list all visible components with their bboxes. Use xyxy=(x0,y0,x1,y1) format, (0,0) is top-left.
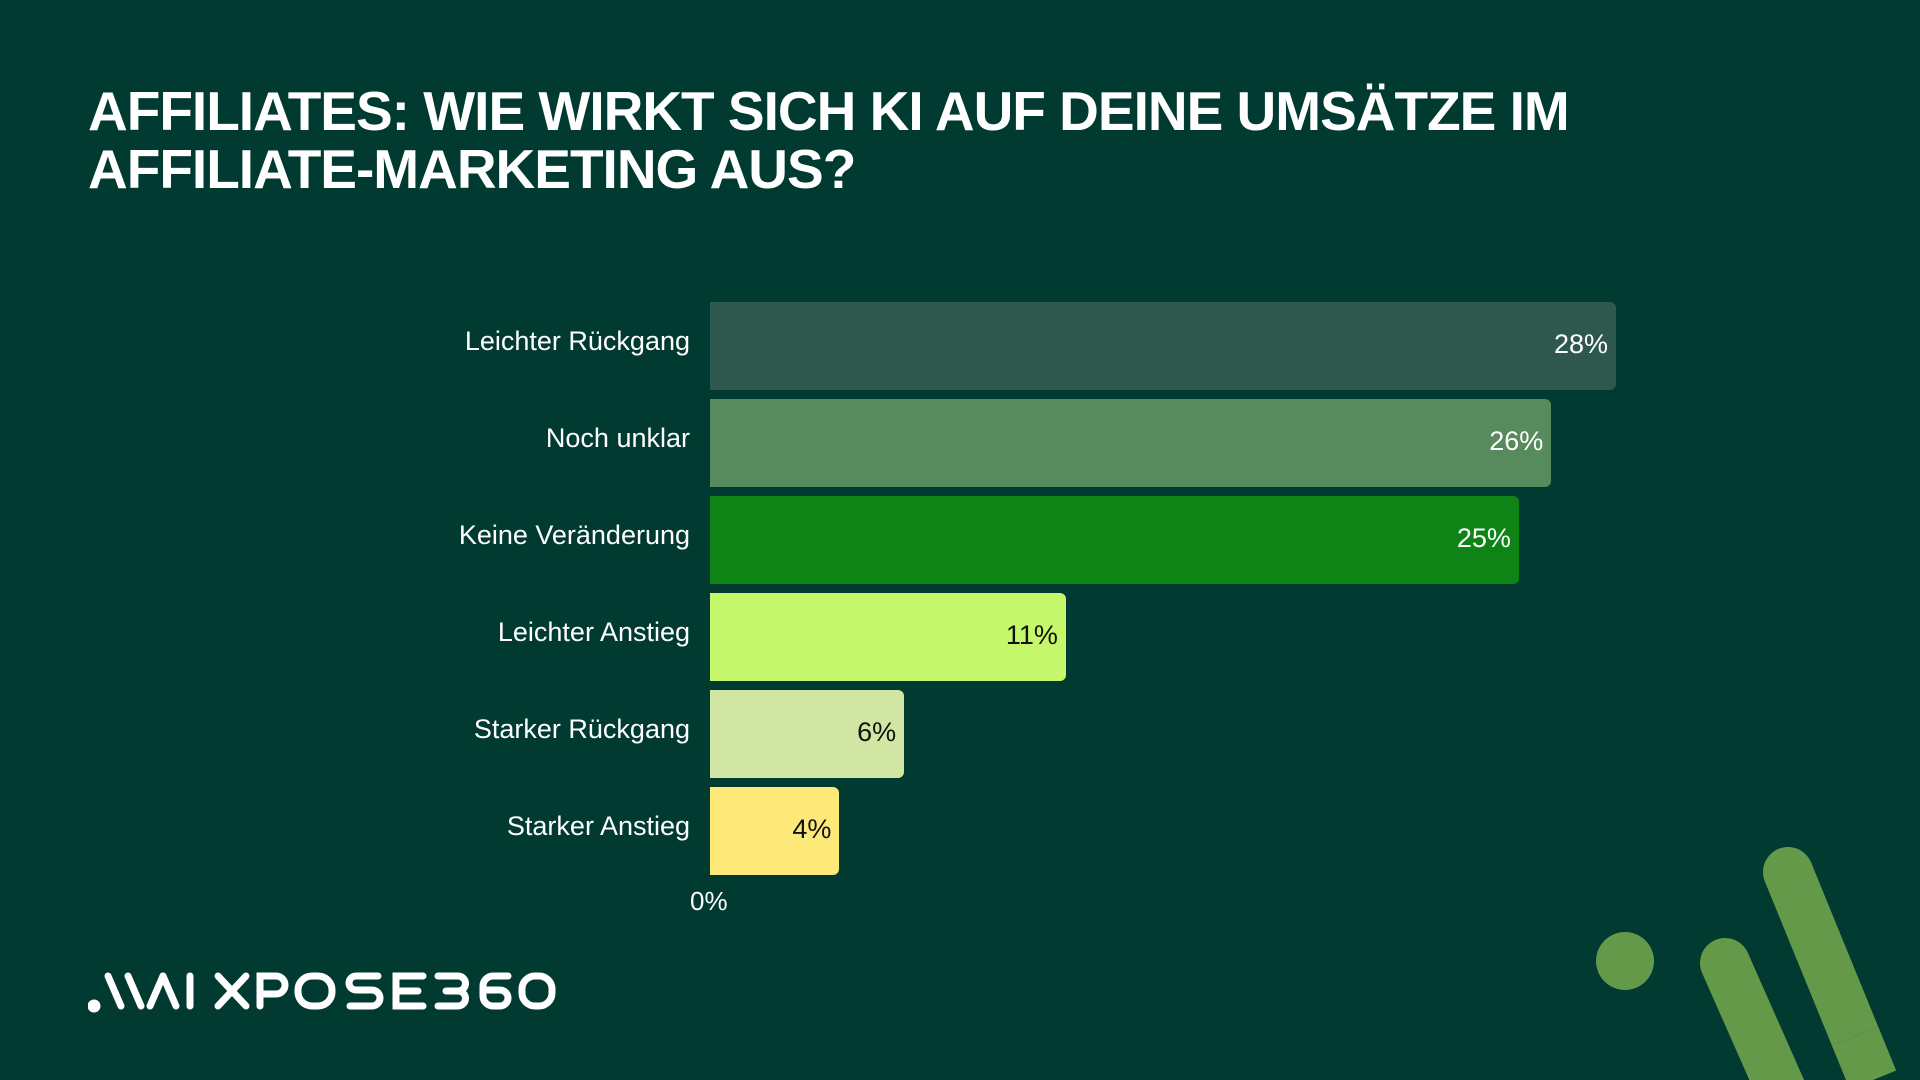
data-label: 25% xyxy=(1456,523,1511,553)
category-label: Noch unklar xyxy=(545,423,690,453)
category-label: Starker Anstieg xyxy=(506,811,690,841)
category-label: Starker Rückgang xyxy=(473,714,690,744)
decor-dot xyxy=(1596,932,1654,990)
decor-stroke-long-cap xyxy=(1763,847,1813,897)
data-label: 11% xyxy=(1005,620,1058,650)
decorative-shapes xyxy=(1596,847,1897,1080)
chart-title: Affiliates: Wie wirkt sich KI auf deine … xyxy=(88,80,1570,200)
bar xyxy=(710,302,1616,390)
xpose360-logo-icon xyxy=(87,972,556,1013)
data-label: 26% xyxy=(1489,426,1544,456)
bar-chart: Leichter Rückgang 28% Noch unklar 26% Keine … xyxy=(458,302,1616,875)
bar xyxy=(710,787,840,875)
data-label: 6% xyxy=(857,717,897,747)
bar xyxy=(710,690,905,778)
decor-stroke-long xyxy=(1764,862,1879,1046)
bar xyxy=(710,399,1552,487)
x-tick-0: 0% xyxy=(690,886,728,916)
data-label: 28% xyxy=(1553,329,1608,359)
decor-stroke-long-tail xyxy=(1831,1026,1897,1080)
category-label: Leichter Rückgang xyxy=(464,326,690,356)
bar xyxy=(710,496,1519,584)
category-label: Keine Veränderung xyxy=(458,520,690,550)
data-label: 4% xyxy=(792,814,832,844)
decor-stroke-short xyxy=(1700,938,1805,1080)
brand-logo xyxy=(87,968,558,1018)
category-label: Leichter Anstieg xyxy=(497,617,690,647)
bar xyxy=(710,593,1066,681)
